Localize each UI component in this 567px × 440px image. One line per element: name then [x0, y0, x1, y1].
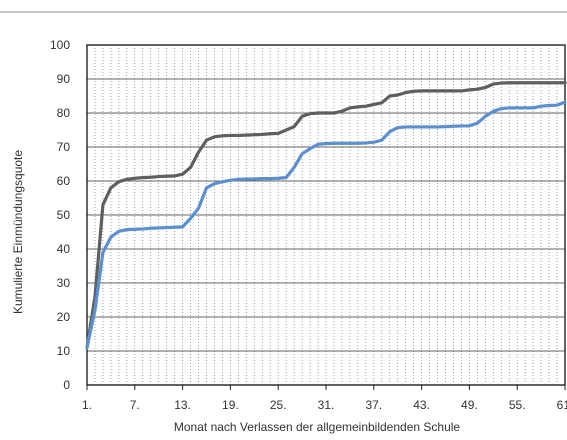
y-tick-label: 80	[57, 106, 71, 120]
y-tick-label: 20	[57, 310, 71, 324]
x-tick-label: 43.	[413, 398, 430, 412]
x-tick-label: 49.	[461, 398, 478, 412]
x-tick-label: 19.	[222, 398, 239, 412]
x-axis-ticks: 1. 7. 13. 19. 25. 31. 37. 43. 49. 55. 61.	[82, 385, 567, 412]
x-tick-label: 25.	[270, 398, 287, 412]
y-tick-label: 100	[50, 38, 70, 52]
x-tick-label: 31.	[318, 398, 335, 412]
series-line-2	[85, 100, 567, 350]
horizontal-grid	[87, 78, 565, 352]
y-axis-title: Kumulierte Einmündungsquote	[11, 150, 25, 314]
x-tick-label: 61.	[557, 398, 567, 412]
y-tick-label: 90	[57, 72, 71, 86]
y-tick-label: 70	[57, 140, 71, 154]
x-tick-label: 55.	[509, 398, 526, 412]
x-tick-label: 1.	[82, 398, 92, 412]
y-tick-label: 50	[57, 208, 71, 222]
series-lines	[85, 81, 567, 350]
x-tick-label: 7.	[130, 398, 140, 412]
x-tick-label: 37.	[365, 398, 382, 412]
y-tick-label: 40	[57, 242, 71, 256]
y-tick-label: 10	[57, 344, 71, 358]
y-axis-ticks: 0 10 20 30 40 50 60 70 80 90 100	[50, 38, 70, 392]
y-tick-label: 30	[57, 276, 71, 290]
x-tick-label: 13.	[174, 398, 191, 412]
series-line-1	[85, 81, 567, 350]
y-tick-label: 60	[57, 174, 71, 188]
y-tick-label: 0	[63, 378, 70, 392]
x-axis-title: Monat nach Verlassen der allgemeinbilden…	[174, 420, 461, 434]
